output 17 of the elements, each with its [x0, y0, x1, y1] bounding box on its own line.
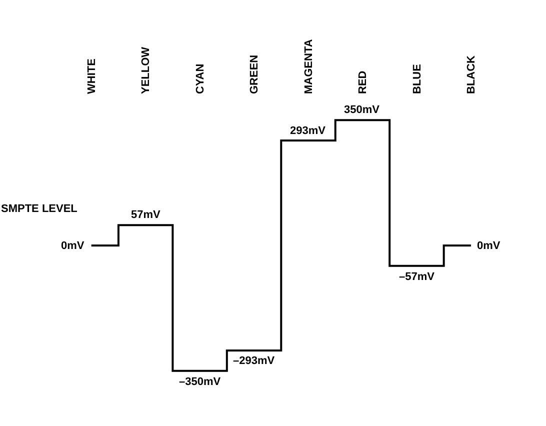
- data-label: –57mV: [399, 271, 436, 283]
- x-tick-label: BLACK: [466, 55, 478, 94]
- x-tick-label: RED: [357, 70, 370, 94]
- data-label: 350mV: [344, 104, 380, 116]
- data-label: –293mV: [233, 355, 276, 367]
- data-label: 293mV: [290, 125, 326, 137]
- x-tick-label: GREEN: [248, 54, 261, 94]
- data-label: –350mV: [179, 376, 222, 388]
- x-tick-label: BLUE: [411, 64, 424, 94]
- annotation: SMPTE LEVEL: [1, 203, 78, 215]
- data-label: 0mV: [477, 240, 501, 252]
- x-tick-label: CYAN: [194, 64, 206, 94]
- data-label: 0mV: [61, 240, 85, 252]
- data-label: 57mV: [131, 209, 162, 221]
- x-tick-label: WHITE: [86, 58, 98, 94]
- x-tick-label: MAGENTA: [302, 39, 315, 94]
- x-tick-label: YELLOW: [140, 46, 152, 94]
